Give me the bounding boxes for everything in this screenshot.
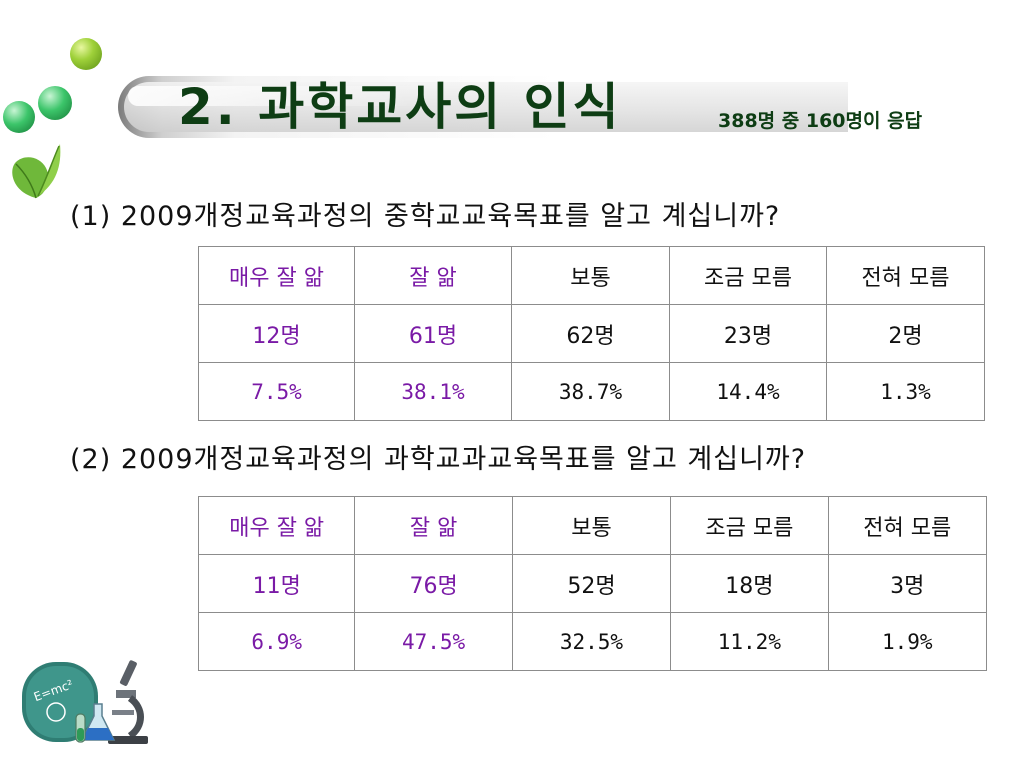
percent-cell: 6.9%	[197, 612, 356, 671]
question-2: (2) 2009개정교육과정의 과학교과교육목표를 알고 계십니까?	[70, 444, 807, 475]
green-bubble-icon	[38, 86, 72, 120]
percent-cell: 7.5%	[198, 362, 355, 421]
green-bubble-icon	[3, 101, 35, 133]
column-header: 조금 모름	[670, 496, 829, 555]
page-title: 2. 과학교사의 인식	[178, 78, 622, 136]
percent-cell: 1.9%	[827, 612, 988, 671]
column-header: 보통	[511, 246, 670, 305]
column-header: 전혀 모름	[827, 496, 988, 555]
survey-table-1: 매우 잘 앎 잘 앎 보통 조금 모름 전혀 모름 12명 61명 62명 23…	[198, 246, 985, 421]
table-header-row: 매우 잘 앎 잘 앎 보통 조금 모름 전혀 모름	[197, 496, 988, 555]
table-header-row: 매우 잘 앎 잘 앎 보통 조금 모름 전혀 모름	[198, 246, 985, 305]
column-header: 보통	[511, 496, 672, 555]
percent-cell: 47.5%	[354, 612, 513, 671]
count-cell: 3명	[827, 554, 988, 613]
survey-table-2: 매우 잘 앎 잘 앎 보통 조금 모름 전혀 모름 11명 76명 52명 18…	[197, 496, 988, 671]
count-cell: 76명	[354, 554, 513, 613]
column-header: 전혀 모름	[826, 246, 985, 305]
leaf-icon	[12, 144, 61, 199]
question-1: (1) 2009개정교육과정의 중학교교육목표를 알고 계십니까?	[70, 201, 781, 232]
count-cell: 62명	[511, 304, 670, 363]
count-cell: 2명	[826, 304, 985, 363]
microscope-icon	[108, 660, 148, 744]
count-cell: 12명	[198, 304, 355, 363]
table-row-counts: 12명 61명 62명 23명 2명	[198, 304, 985, 363]
percent-cell: 38.1%	[354, 362, 512, 421]
column-header: 매우 잘 앎	[198, 246, 355, 305]
respondent-count: 388명 중 160명이 응답	[718, 110, 923, 132]
count-cell: 61명	[354, 304, 512, 363]
column-header: 잘 앎	[354, 246, 512, 305]
column-header: 잘 앎	[354, 496, 513, 555]
percent-cell: 11.2%	[670, 612, 829, 671]
table-row-percents: 6.9% 47.5% 32.5% 11.2% 1.9%	[197, 612, 988, 671]
table-row-counts: 11명 76명 52명 18명 3명	[197, 554, 988, 613]
column-header: 매우 잘 앎	[197, 496, 356, 555]
table-row-percents: 7.5% 38.1% 38.7% 14.4% 1.3%	[198, 362, 985, 421]
science-illustration: E=mc²	[22, 660, 148, 744]
percent-cell: 38.7%	[511, 362, 670, 421]
percent-cell: 32.5%	[511, 612, 672, 671]
count-cell: 11명	[197, 554, 356, 613]
percent-cell: 14.4%	[669, 362, 827, 421]
count-cell: 23명	[669, 304, 827, 363]
title-banner	[118, 76, 848, 138]
count-cell: 52명	[511, 554, 672, 613]
column-header: 조금 모름	[669, 246, 827, 305]
green-bubble-icon	[70, 38, 102, 70]
flask-icon	[75, 703, 116, 743]
percent-cell: 1.3%	[826, 362, 985, 421]
count-cell: 18명	[670, 554, 829, 613]
